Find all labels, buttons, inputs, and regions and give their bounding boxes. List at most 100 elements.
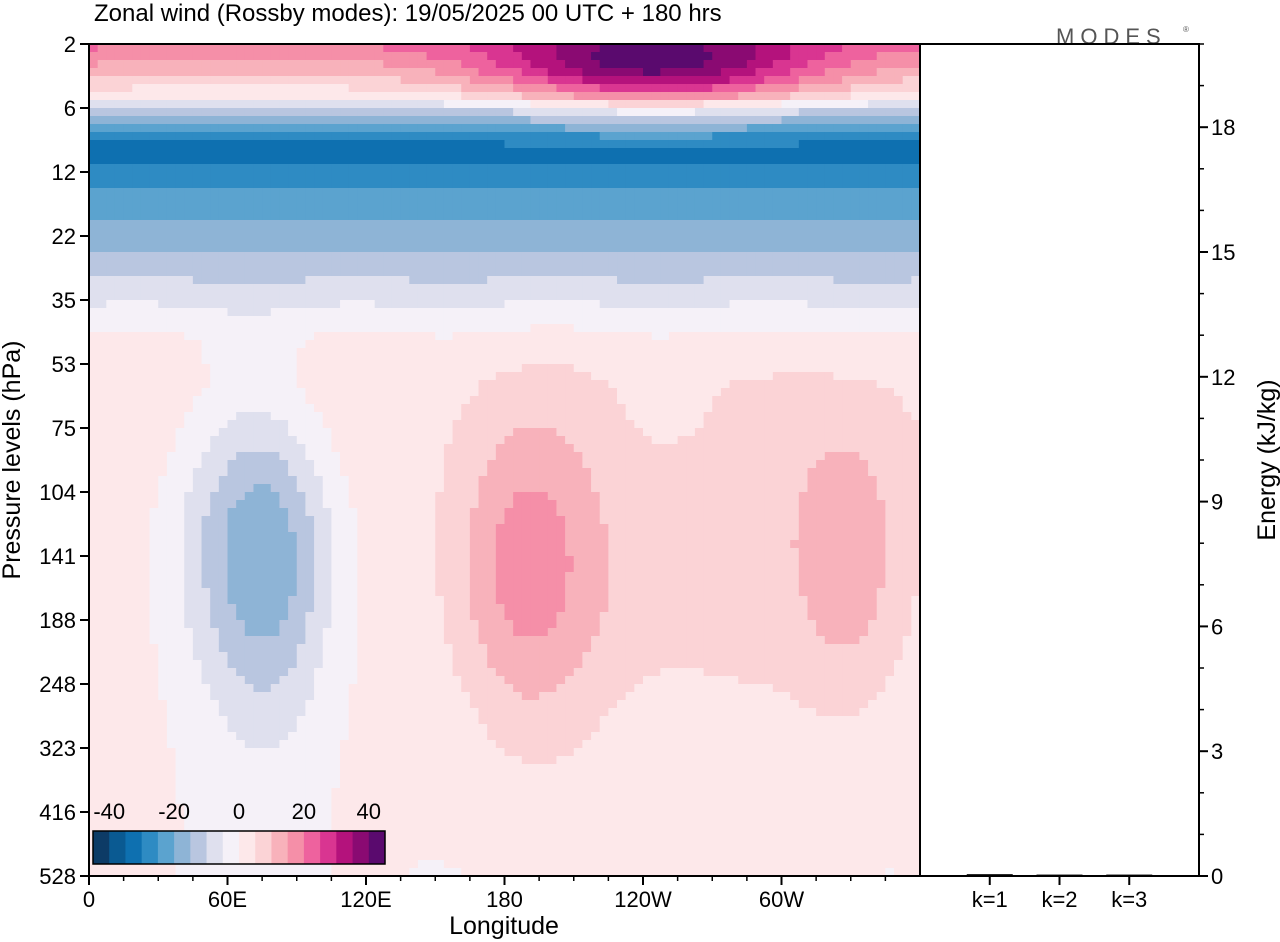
heatmap-cell (816, 428, 826, 437)
heatmap-cell (703, 260, 713, 269)
heatmap-cell (357, 356, 367, 365)
heatmap-cell (270, 348, 281, 357)
heatmap-cell (530, 132, 540, 141)
heatmap-cell (322, 412, 332, 421)
heatmap-cell (651, 76, 661, 85)
heatmap-cell (461, 308, 471, 317)
heatmap-cell (443, 348, 454, 357)
heatmap-cell (305, 452, 315, 461)
heatmap-cell (824, 316, 835, 325)
heatmap-cell (504, 204, 514, 213)
heatmap-cell (651, 404, 661, 413)
heatmap-cell (270, 356, 281, 365)
heatmap-cell (366, 220, 376, 229)
heatmap-cell (236, 236, 246, 245)
heatmap-cell (106, 444, 116, 453)
heatmap-cell (166, 452, 177, 461)
heatmap-cell (504, 300, 514, 309)
heatmap-cell (617, 228, 627, 237)
heatmap-cell (374, 412, 384, 421)
heatmap-cell (634, 84, 644, 93)
heatmap-cell (97, 148, 107, 157)
heatmap-cell (166, 220, 177, 229)
heatmap-cell (106, 172, 116, 181)
heatmap-cell (218, 300, 229, 309)
heatmap-cell (487, 172, 497, 181)
heatmap-cell (114, 284, 125, 293)
heatmap-cell (712, 116, 722, 125)
heatmap-cell (175, 92, 185, 101)
heatmap-cell (218, 444, 229, 453)
heatmap-cell (850, 412, 861, 421)
heatmap-cell (772, 420, 783, 429)
heatmap-cell (911, 68, 921, 77)
heatmap-cell (599, 60, 609, 69)
heatmap-cell (833, 212, 843, 221)
heatmap-cell (469, 276, 480, 285)
heatmap-cell (660, 124, 670, 133)
heatmap-cell (495, 180, 506, 189)
heatmap-cell (201, 84, 211, 93)
heatmap-cell (885, 412, 895, 421)
heatmap-cell (738, 284, 748, 293)
heatmap-cell (218, 388, 229, 397)
heatmap-cell (591, 92, 601, 101)
heatmap-cell (842, 132, 852, 141)
heatmap-cell (262, 68, 272, 77)
heatmap-cell (556, 116, 566, 125)
heatmap-cell (366, 164, 376, 173)
heatmap-cell (625, 356, 635, 365)
heatmap-cell (539, 276, 549, 285)
heatmap-cell (781, 100, 791, 109)
heatmap-cell (452, 252, 462, 261)
heatmap-cell (435, 204, 445, 213)
heatmap-cell (643, 388, 653, 397)
heatmap-cell (210, 404, 220, 413)
heatmap-cell (850, 356, 861, 365)
heatmap-cell (902, 396, 912, 405)
heatmap-cell (348, 196, 358, 205)
heatmap-cell (218, 436, 229, 445)
heatmap-cell (504, 364, 514, 373)
heatmap-cell (210, 236, 220, 245)
heatmap-cell (106, 276, 116, 285)
heatmap-cell (686, 308, 696, 317)
heatmap-cell (331, 148, 341, 157)
heatmap-cell (288, 124, 298, 133)
heatmap-cell (201, 380, 211, 389)
heatmap-cell (521, 316, 532, 325)
heatmap-cell (288, 452, 298, 461)
heatmap-cell (894, 284, 904, 293)
heatmap-cell (790, 60, 800, 69)
heatmap-cell (262, 428, 272, 437)
heatmap-cell (660, 100, 670, 109)
heatmap-cell (833, 92, 843, 101)
heatmap-cell (158, 76, 168, 85)
heatmap-cell (868, 180, 878, 189)
heatmap-cell (911, 132, 921, 141)
heatmap-cell (738, 388, 748, 397)
heatmap-cell (824, 180, 835, 189)
heatmap-cell (729, 316, 739, 325)
heatmap-cell (487, 396, 497, 405)
heatmap-cell (461, 132, 471, 141)
heatmap-cell (634, 292, 644, 301)
heatmap-cell (296, 340, 307, 349)
heatmap-cell (686, 300, 696, 309)
heatmap-cell (192, 188, 203, 197)
heatmap-cell (712, 404, 722, 413)
heatmap-cell (668, 220, 679, 229)
heatmap-cell (210, 356, 220, 365)
heatmap-cell (166, 244, 177, 253)
heatmap-cell (599, 92, 609, 101)
heatmap-cell (729, 300, 739, 309)
heatmap-cell (712, 420, 722, 429)
heatmap-cell (244, 316, 255, 325)
heatmap-cell (746, 180, 757, 189)
heatmap-cell (89, 212, 99, 221)
heatmap-cell (461, 292, 471, 301)
heatmap-cell (218, 148, 229, 157)
heatmap-cell (781, 196, 791, 205)
heatmap-cell (331, 180, 341, 189)
heatmap-cell (833, 260, 843, 269)
